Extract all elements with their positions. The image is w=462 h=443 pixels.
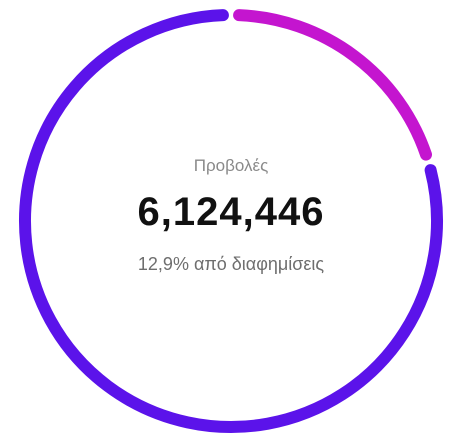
ads-share-text: 12,9% από διαφημίσεις [137, 254, 325, 274]
ring-segment-ads [233, 9, 432, 161]
views-label: Προβολές [193, 156, 269, 175]
ring-segment-other [19, 9, 443, 433]
views-count: 6,124,446 [137, 190, 325, 234]
